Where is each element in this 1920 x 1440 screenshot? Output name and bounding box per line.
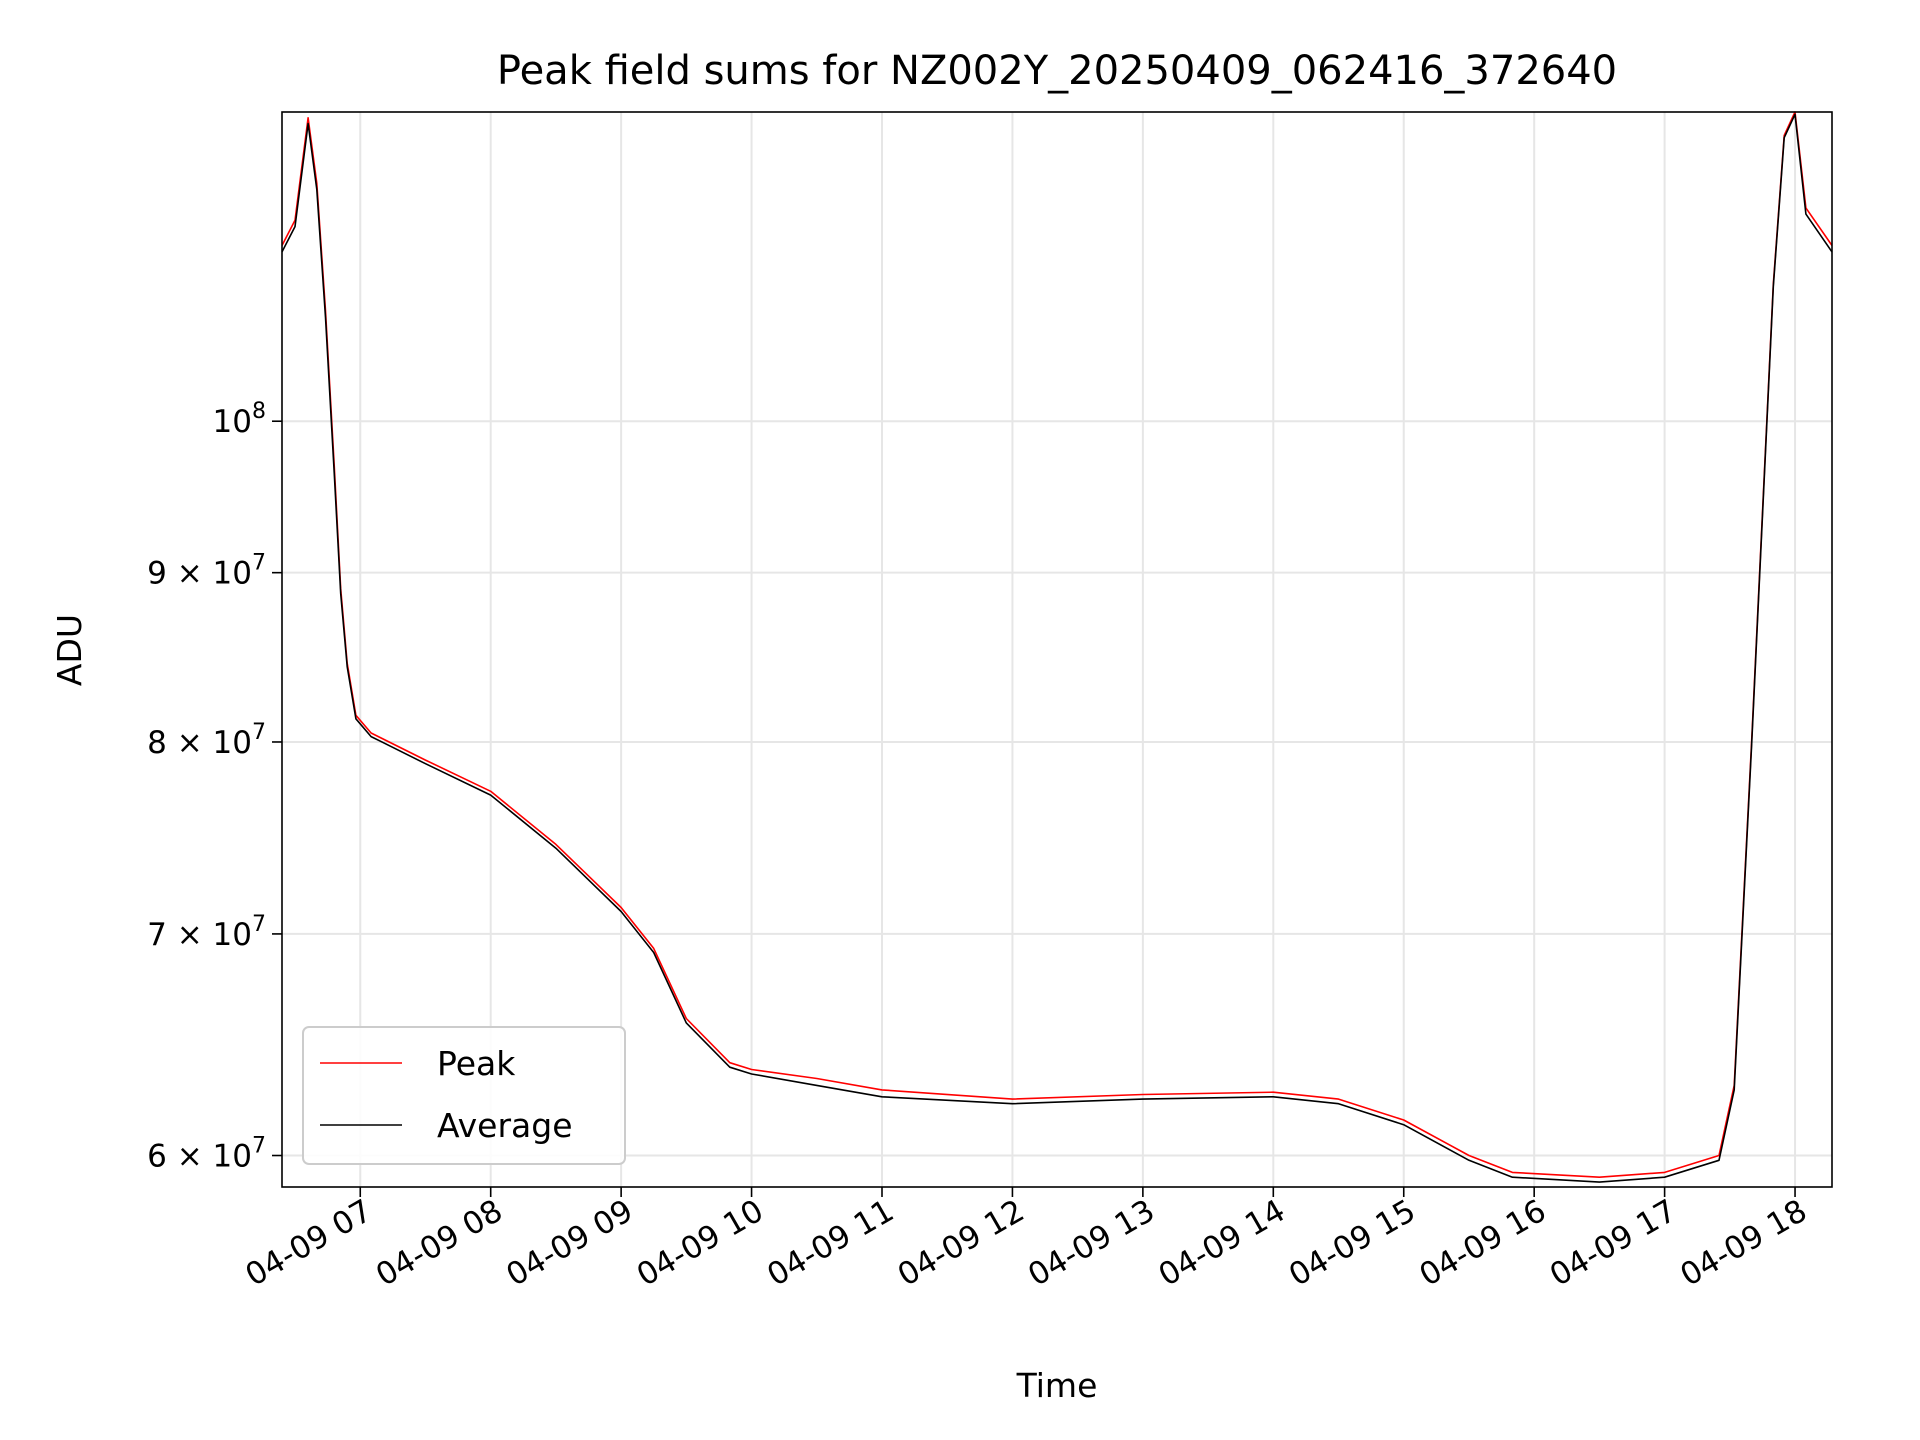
series-line-average xyxy=(281,113,1833,1183)
legend-label-peak: Peak xyxy=(437,1044,516,1083)
grid xyxy=(282,112,1832,1187)
y-axis-ticks: 6 × 107 7 × 107 8 × 107 9 × 107 108 xyxy=(147,399,282,1175)
y-tick-label: 9 × 107 xyxy=(147,551,266,592)
chart-title: Peak field sums for NZ002Y_20250409_0624… xyxy=(497,48,1617,94)
y-tick-label: 8 × 107 xyxy=(147,720,266,761)
y-tick-label: 7 × 107 xyxy=(147,912,266,953)
legend-box xyxy=(302,1026,626,1165)
y-tick-label: 6 × 107 xyxy=(147,1134,266,1175)
plot-frame xyxy=(281,111,1833,1188)
y-axis-label: ADU xyxy=(50,614,89,686)
x-axis-label: Time xyxy=(1016,1366,1098,1405)
legend-label-average: Average xyxy=(437,1106,573,1145)
legend: Peak Average xyxy=(302,1026,626,1165)
y-tick-label: 108 xyxy=(213,399,266,440)
plot-lines xyxy=(281,111,1833,1183)
